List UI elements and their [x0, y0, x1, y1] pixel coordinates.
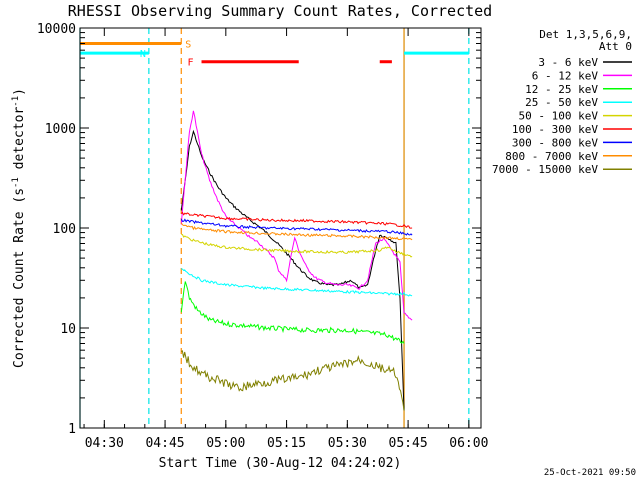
x-tick-label-4: 05:15 [267, 436, 306, 451]
series-line-3 [180, 281, 405, 344]
flag-label-s: S [185, 39, 191, 50]
legend-label-1: 3 - 6 keV [538, 56, 598, 69]
series-line-2 [180, 110, 413, 321]
series-line-4 [181, 268, 413, 297]
x-tick-label-1: 04:30 [85, 436, 124, 451]
x-tick-label-5: 05:30 [328, 436, 367, 451]
legend-label-2: 6 - 12 keV [532, 69, 599, 82]
legend-label-8: 800 - 7000 keV [505, 150, 598, 163]
legend-label-6: 100 - 300 keV [512, 123, 598, 136]
x-tick-label-3: 05:00 [206, 436, 245, 451]
legend-label-4: 25 - 50 keV [525, 96, 598, 109]
y-tick-label-3: 100 [53, 222, 76, 237]
y-axis-label-mid: detector [12, 107, 27, 178]
x-axis-label: Start Time (30-Aug-12 04:24:02) [159, 456, 402, 471]
legend-att: Att 0 [599, 40, 632, 53]
y-axis-label-exp1: -1 [11, 177, 21, 188]
y-axis-label: Corrected Count Rate (s-1 detector-1) [11, 88, 27, 368]
plot-area: SF N [79, 28, 470, 428]
flag-label-n: N [140, 49, 146, 60]
y-axis: 1 10 100 1000 10000 [37, 22, 481, 437]
timestamp: 25-Oct-2021 09:50 [544, 468, 636, 478]
series-line-1 [180, 129, 405, 411]
y-axis-label-exp2: -1 [11, 96, 21, 107]
legend-label-9: 7000 - 15000 keV [492, 163, 598, 176]
series-line-7 [180, 218, 413, 236]
legend-label-3: 12 - 25 keV [525, 83, 598, 96]
y-tick-label-5: 10000 [37, 22, 76, 37]
x-tick-label-7: 06:00 [449, 436, 488, 451]
x-tick-label-6: 05:45 [389, 436, 428, 451]
y-tick-label-1: 1 [68, 422, 76, 437]
series-line-5 [181, 233, 413, 258]
y-tick-label-2: 10 [60, 322, 76, 337]
y-axis-label-end: ) [12, 88, 27, 96]
y-axis-label-main: Corrected Count Rate (s [12, 188, 27, 368]
chart-title: RHESSI Observing Summary Count Rates, Co… [68, 2, 492, 20]
legend-label-5: 50 - 100 keV [519, 110, 599, 123]
series-line-6 [181, 211, 413, 229]
x-axis: 04:30 04:45 05:00 05:15 05:30 05:45 06:00 [83, 28, 488, 451]
x-tick-label-2: 04:45 [145, 436, 184, 451]
flag-label-f: F [188, 58, 194, 69]
series-line-9 [181, 350, 405, 411]
legend-label-7: 300 - 800 keV [512, 136, 598, 149]
y-tick-label-4: 1000 [45, 122, 76, 137]
legend-title: Det 1,3,5,6,9, [539, 28, 632, 41]
series-line-8 [180, 222, 413, 241]
